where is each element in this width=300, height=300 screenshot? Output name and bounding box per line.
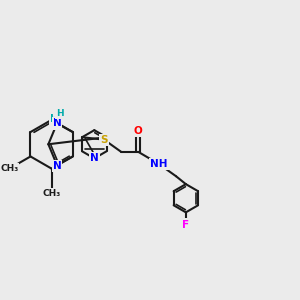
Text: H: H: [56, 109, 64, 118]
Text: N: N: [53, 119, 61, 129]
Text: CH₃: CH₃: [43, 189, 61, 198]
Text: O: O: [134, 126, 142, 136]
Text: S: S: [100, 135, 108, 145]
Text: CH₃: CH₃: [0, 164, 19, 173]
Text: N: N: [52, 118, 62, 128]
Text: N: N: [90, 153, 99, 163]
Text: F: F: [182, 220, 189, 230]
Text: N: N: [52, 161, 62, 171]
Text: H: H: [50, 114, 58, 124]
Text: NH: NH: [150, 159, 168, 169]
